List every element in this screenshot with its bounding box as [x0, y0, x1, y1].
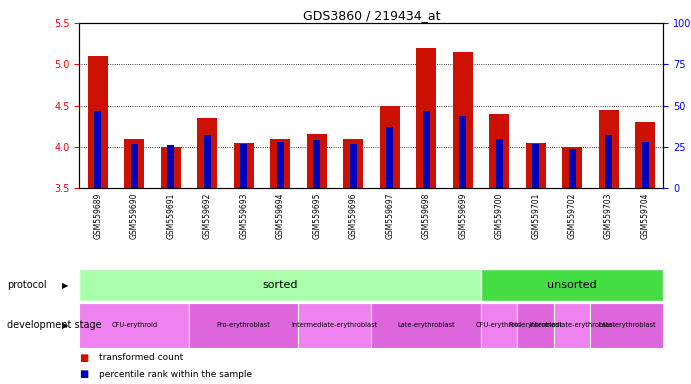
Text: CFU-erythroid: CFU-erythroid — [111, 323, 158, 328]
Bar — [526, 143, 546, 188]
Bar — [532, 144, 539, 188]
Bar — [453, 52, 473, 188]
Text: Intermediate-erythroblast: Intermediate-erythroblast — [529, 323, 615, 328]
Text: transformed count: transformed count — [99, 353, 183, 362]
Bar — [131, 144, 138, 188]
Text: sorted: sorted — [263, 280, 298, 290]
Bar — [204, 135, 211, 188]
Text: Late-erythroblast: Late-erythroblast — [397, 323, 455, 328]
Bar — [79, 303, 189, 348]
Text: GSM559702: GSM559702 — [567, 192, 576, 239]
Text: CFU-erythroid: CFU-erythroid — [476, 323, 522, 328]
Bar — [590, 303, 663, 348]
Text: GSM559703: GSM559703 — [604, 192, 613, 239]
Bar — [234, 143, 254, 188]
Bar — [350, 144, 357, 188]
Bar — [562, 147, 582, 188]
Bar — [124, 139, 144, 188]
Text: GSM559693: GSM559693 — [239, 192, 248, 239]
Bar — [343, 139, 363, 188]
Bar — [197, 118, 217, 188]
Bar — [481, 269, 663, 301]
Bar — [489, 114, 509, 188]
Text: percentile rank within the sample: percentile rank within the sample — [99, 369, 252, 379]
Text: Pro-erythroblast: Pro-erythroblast — [509, 323, 562, 328]
Text: Pro-erythroblast: Pro-erythroblast — [217, 323, 271, 328]
Text: GSM559690: GSM559690 — [130, 192, 139, 239]
Text: protocol: protocol — [7, 280, 46, 290]
Text: GSM559694: GSM559694 — [276, 192, 285, 239]
Text: GSM559700: GSM559700 — [495, 192, 504, 239]
Bar — [416, 48, 436, 188]
Text: GSM559691: GSM559691 — [167, 192, 176, 239]
Text: development stage: development stage — [7, 320, 102, 331]
Bar — [518, 303, 554, 348]
Bar — [161, 147, 181, 188]
Text: ■: ■ — [79, 369, 88, 379]
Bar — [94, 111, 101, 188]
Text: GSM559698: GSM559698 — [422, 192, 430, 239]
Bar — [189, 303, 299, 348]
Text: GSM559689: GSM559689 — [93, 192, 102, 239]
Bar — [379, 106, 399, 188]
Bar — [635, 122, 655, 188]
Bar — [307, 134, 327, 188]
Text: GSM559701: GSM559701 — [531, 192, 540, 239]
Text: Intermediate-erythroblast: Intermediate-erythroblast — [292, 323, 378, 328]
Title: GDS3860 / 219434_at: GDS3860 / 219434_at — [303, 9, 440, 22]
Text: GSM559695: GSM559695 — [312, 192, 321, 239]
Text: ■: ■ — [79, 353, 88, 363]
Bar — [313, 140, 320, 188]
Bar — [88, 56, 108, 188]
Bar — [167, 145, 174, 188]
Text: ▶: ▶ — [62, 321, 69, 330]
Bar — [386, 127, 393, 188]
Bar — [642, 142, 649, 188]
Text: Late-erythroblast: Late-erythroblast — [598, 323, 656, 328]
Bar — [598, 110, 618, 188]
Text: unsorted: unsorted — [547, 280, 597, 290]
Bar — [299, 303, 371, 348]
Bar — [423, 111, 430, 188]
Bar — [79, 269, 481, 301]
Text: GSM559699: GSM559699 — [458, 192, 467, 239]
Bar — [569, 149, 576, 188]
Bar — [372, 303, 481, 348]
Text: GSM559696: GSM559696 — [349, 192, 358, 239]
Bar — [554, 303, 590, 348]
Bar — [605, 135, 612, 188]
Text: GSM559692: GSM559692 — [202, 192, 211, 239]
Bar — [270, 139, 290, 188]
Bar — [459, 116, 466, 188]
Text: GSM559704: GSM559704 — [641, 192, 650, 239]
Bar — [495, 139, 502, 188]
Bar — [481, 303, 518, 348]
Bar — [240, 144, 247, 188]
Bar — [276, 142, 284, 188]
Text: ▶: ▶ — [62, 281, 69, 290]
Text: GSM559697: GSM559697 — [385, 192, 394, 239]
